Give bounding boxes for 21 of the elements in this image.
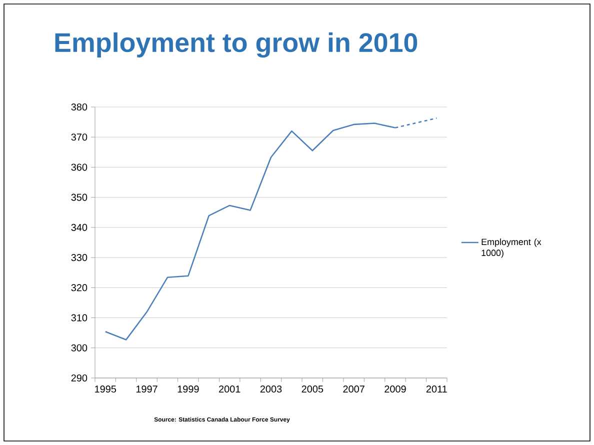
legend-label: Employment (x 1000) xyxy=(482,238,542,258)
y-tick-label: 290 xyxy=(71,374,88,382)
y-tick-label: 300 xyxy=(71,344,88,352)
x-tick-label: 2009 xyxy=(384,386,406,393)
x-tick-label: 2003 xyxy=(260,386,282,393)
y-tick-label: 360 xyxy=(71,164,88,171)
x-tick-label: 2001 xyxy=(219,386,240,393)
y-tick-label: 380 xyxy=(71,103,88,111)
y-tick-label: 320 xyxy=(71,284,88,292)
chart-title: Employment to grow in 2010 xyxy=(55,32,418,58)
x-tick-label: 1997 xyxy=(136,386,158,393)
y-tick-label: 330 xyxy=(71,254,88,262)
y-tick-label: 350 xyxy=(71,194,88,201)
x-tick-label: 2011 xyxy=(426,386,447,393)
x-tick-label: 2007 xyxy=(343,386,364,393)
y-tick-label: 370 xyxy=(71,134,88,141)
x-tick-label: 1995 xyxy=(95,386,116,393)
x-tick-label: 2005 xyxy=(302,386,324,393)
x-tick-label: 1999 xyxy=(178,386,199,393)
y-tick-label: 340 xyxy=(71,224,88,231)
y-tick-label: 310 xyxy=(71,314,88,322)
